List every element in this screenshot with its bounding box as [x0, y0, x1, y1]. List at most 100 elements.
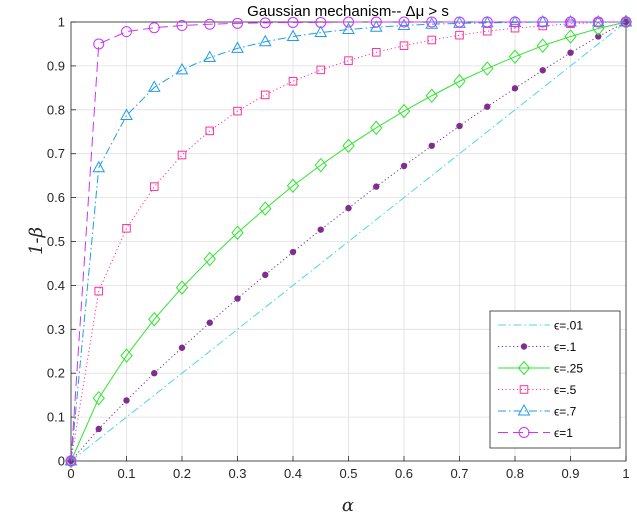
legend-label: ϵ=.7	[554, 405, 577, 419]
data-point-marker	[370, 16, 382, 28]
legend-item: ϵ=.7	[498, 403, 577, 419]
data-point-marker	[234, 295, 241, 302]
legend-item: ϵ=.1	[498, 340, 577, 354]
data-point-marker	[288, 76, 298, 86]
data-point-marker	[371, 47, 381, 57]
x-tick-label: 0.1	[117, 466, 135, 481]
data-point-marker	[519, 385, 529, 394]
data-point-marker	[539, 67, 546, 74]
data-point-marker	[342, 138, 355, 154]
data-point-marker	[517, 360, 531, 376]
data-point-marker	[203, 50, 217, 63]
legend-box	[489, 310, 621, 449]
legend-label: ϵ=.01	[554, 319, 583, 333]
data-point-marker	[289, 248, 297, 256]
data-point-marker	[148, 311, 161, 327]
data-point-marker	[455, 30, 464, 40]
data-point-marker	[65, 455, 77, 467]
data-point-marker	[260, 90, 270, 100]
data-point-marker	[259, 201, 272, 216]
legend-label: ϵ=1	[554, 426, 573, 440]
data-point-marker	[176, 20, 188, 32]
data-point-marker	[231, 41, 244, 53]
series-line	[70, 21, 627, 462]
data-point-marker	[286, 29, 300, 41]
data-point-marker	[564, 14, 577, 27]
data-point-marker	[121, 26, 132, 38]
data-point-marker	[178, 344, 186, 351]
data-point-marker	[398, 16, 410, 28]
data-point-marker	[231, 225, 244, 240]
y-axis-ticks: 0 0.1 0.2 0.3 0.4 0.5 0.6 0.7 0.8 0.9 1	[47, 15, 76, 469]
data-point-marker	[425, 88, 438, 104]
data-point-marker	[205, 126, 215, 136]
x-axis-label: α	[342, 495, 354, 516]
data-point-marker	[509, 16, 521, 28]
data-point-marker	[481, 61, 494, 76]
data-point-marker	[175, 280, 189, 295]
data-point-marker	[315, 16, 327, 28]
data-point-marker	[397, 103, 411, 119]
data-point-marker	[343, 16, 354, 28]
data-point-marker	[92, 160, 106, 173]
series-5	[65, 16, 632, 467]
series-layer	[64, 14, 633, 469]
data-point-marker	[591, 14, 605, 27]
y-axis-label: 1-β	[26, 227, 47, 255]
x-tick-label: 0.4	[284, 466, 302, 481]
data-point-marker	[517, 403, 531, 416]
data-point-marker	[233, 106, 242, 116]
data-point-marker	[259, 17, 271, 29]
data-point-marker	[287, 16, 299, 28]
data-point-marker	[373, 183, 380, 190]
y-tick-label: 0.1	[47, 410, 65, 425]
chart-title: Gaussian mechanism-- Δμ > s	[247, 3, 449, 20]
data-point-marker	[262, 271, 269, 279]
data-point-marker	[314, 25, 328, 38]
data-point-marker	[481, 16, 493, 28]
data-point-marker	[428, 142, 435, 149]
legend-label: ϵ=.1	[554, 340, 577, 354]
x-tick-label: 0.7	[450, 466, 468, 481]
data-point-marker	[316, 65, 326, 75]
data-point-marker	[425, 17, 439, 29]
x-tick-label: 0.8	[506, 466, 524, 481]
data-point-marker	[520, 343, 528, 350]
legend-item: ϵ=.01	[498, 319, 583, 333]
data-point-marker	[564, 29, 577, 44]
data-point-marker	[620, 16, 632, 28]
y-tick-label: 0.3	[47, 322, 65, 337]
data-point-marker	[94, 286, 104, 296]
data-point-marker	[510, 23, 520, 33]
y-tick-label: 0.2	[47, 366, 65, 381]
x-tick-label: 0.2	[173, 466, 191, 481]
data-point-marker	[149, 182, 159, 191]
data-point-marker	[370, 120, 383, 136]
data-point-marker	[93, 38, 105, 50]
legend-item: ϵ=.5	[498, 383, 577, 397]
data-point-marker	[147, 80, 161, 92]
data-point-marker	[123, 397, 130, 404]
series-line	[70, 21, 626, 462]
data-point-marker	[344, 56, 353, 65]
y-tick-label: 0	[58, 454, 65, 469]
data-point-marker	[565, 16, 576, 28]
data-point-marker	[95, 425, 102, 433]
x-tick-label: 0.9	[561, 466, 579, 481]
data-point-marker	[537, 16, 549, 28]
data-point-marker	[508, 49, 522, 64]
series-line	[70, 21, 627, 462]
data-point-marker	[120, 348, 133, 363]
data-point-marker	[397, 18, 411, 31]
x-tick-label: 0	[67, 466, 74, 481]
x-tick-label: 0.3	[228, 466, 246, 481]
data-point-marker	[454, 16, 465, 28]
data-point-marker	[92, 390, 105, 406]
series-2	[64, 14, 633, 469]
legend-item: ϵ=.25	[498, 360, 583, 376]
data-point-marker	[511, 85, 519, 92]
data-point-marker	[456, 122, 463, 130]
data-point-marker	[592, 16, 604, 28]
data-point-marker	[427, 35, 437, 45]
